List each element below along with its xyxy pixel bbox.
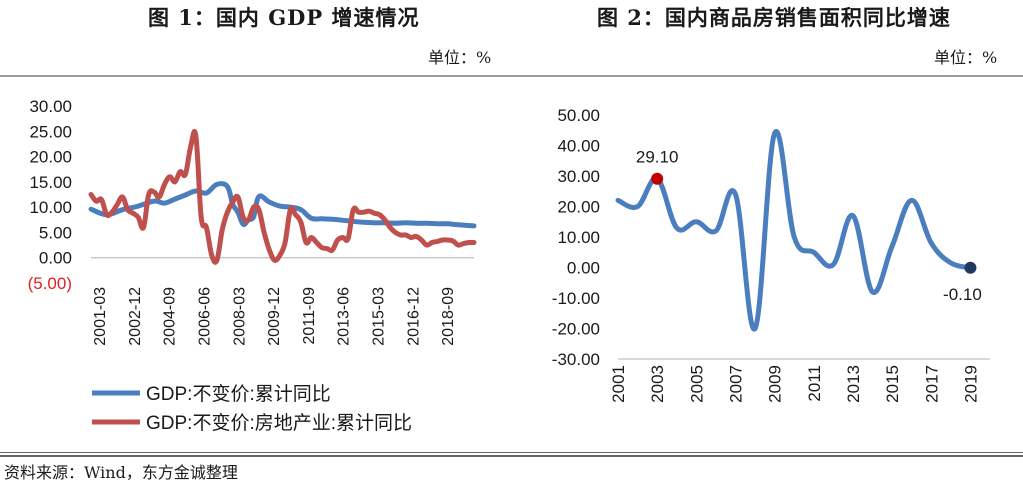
chart2-highlight-marker-1 — [651, 172, 664, 185]
chart1-title: 图 1：国内 GDP 增速情况 — [148, 5, 420, 30]
chart2-xtick-label: 2017 — [922, 365, 941, 403]
bottom-divider — [0, 452, 1023, 453]
chart1-xtick-label: 2013-06 — [336, 287, 353, 346]
chart1-legend-label-2: GDP:不变价:房地产业:累计同比 — [146, 412, 412, 434]
chart2-ytick-label: -30.00 — [552, 350, 600, 369]
chart2-data-label-1: 29.10 — [636, 148, 679, 167]
chart1-ytick-label: 30.00 — [29, 97, 72, 116]
chart2-xtick-label: 2011 — [805, 365, 824, 402]
chart1-legend-label-1: GDP:不变价:累计同比 — [146, 383, 331, 405]
chart1-xtick-label: 2008-03 — [231, 287, 248, 346]
chart1-xtick-label: 2011-09 — [301, 287, 318, 345]
chart1-ytick-label: (5.00) — [28, 274, 72, 293]
chart2-ytick-label: 50.00 — [557, 106, 600, 125]
chart2-ytick-label: 0.00 — [567, 259, 600, 278]
chart2-highlight-marker-2 — [964, 261, 977, 274]
bottom-divider-thick — [0, 455, 1023, 457]
chart2-xtick-label: 2009 — [766, 365, 785, 403]
chart1-series-line-2 — [88, 129, 477, 265]
chart2-xtick-label: 2013 — [844, 365, 863, 403]
chart2-ytick-label: 40.00 — [557, 137, 600, 156]
chart1-xtick-label: 2006-06 — [197, 287, 214, 346]
chart2-xtick-label: 2001 — [609, 365, 628, 403]
chart2-xtick-label: 2005 — [687, 365, 706, 403]
chart2-data-label-2: -0.10 — [943, 285, 982, 304]
chart2-xtick-label: 2003 — [648, 365, 667, 403]
chart1-xtick-label: 2009-12 — [266, 287, 283, 346]
source-note: 资料来源：Wind，东方金诚整理 — [4, 463, 238, 482]
chart2-housing-sales-growth: 50.00 40.00 30.00 20.00 10.00 0.00 -10.00 -20.0… — [552, 106, 990, 403]
chart1-xtick-label: 2002-12 — [127, 287, 144, 346]
chart2-series-line-1 — [615, 128, 973, 332]
chart1-xtick-label: 2004-09 — [162, 287, 179, 346]
chart2-ytick-label: 30.00 — [557, 167, 600, 186]
chart1-xtick-label: 2015-03 — [371, 287, 388, 346]
top-divider — [0, 75, 1023, 77]
chart2-xtick-label: 2015 — [883, 365, 902, 403]
chart1-ytick-label: 5.00 — [39, 223, 72, 242]
chart1-gdp-growth: 30.00 25.00 20.00 15.00 10.00 5.00 0.00 (5.00) 2… — [28, 97, 477, 434]
chart1-ytick-label: 15.00 — [29, 173, 72, 192]
chart1-ytick-label: 25.00 — [29, 122, 72, 141]
chart2-ytick-label: -20.00 — [552, 320, 600, 339]
chart1-xtick-label: 2016-12 — [405, 287, 422, 346]
chart2-unit-label: 单位：% — [934, 48, 998, 67]
chart2-ytick-label: 10.00 — [557, 228, 600, 247]
chart2-xtick-label: 2019 — [961, 365, 980, 403]
chart1-unit-label: 单位：% — [428, 48, 492, 67]
chart2-ytick-label: -10.00 — [552, 289, 600, 308]
chart1-xtick-label: 2001-03 — [92, 287, 109, 346]
chart1-series-line-1 — [88, 181, 477, 229]
chart2-xtick-label: 2007 — [727, 365, 746, 403]
chart2-title: 图 2：国内商品房销售面积同比增速 — [597, 5, 951, 30]
chart2-ytick-label: 20.00 — [557, 198, 600, 217]
chart1-ytick-label: 0.00 — [39, 249, 72, 268]
chart1-ytick-label: 10.00 — [29, 198, 72, 217]
chart1-xtick-label: 2018-09 — [440, 287, 457, 346]
chart1-ytick-label: 20.00 — [29, 148, 72, 167]
